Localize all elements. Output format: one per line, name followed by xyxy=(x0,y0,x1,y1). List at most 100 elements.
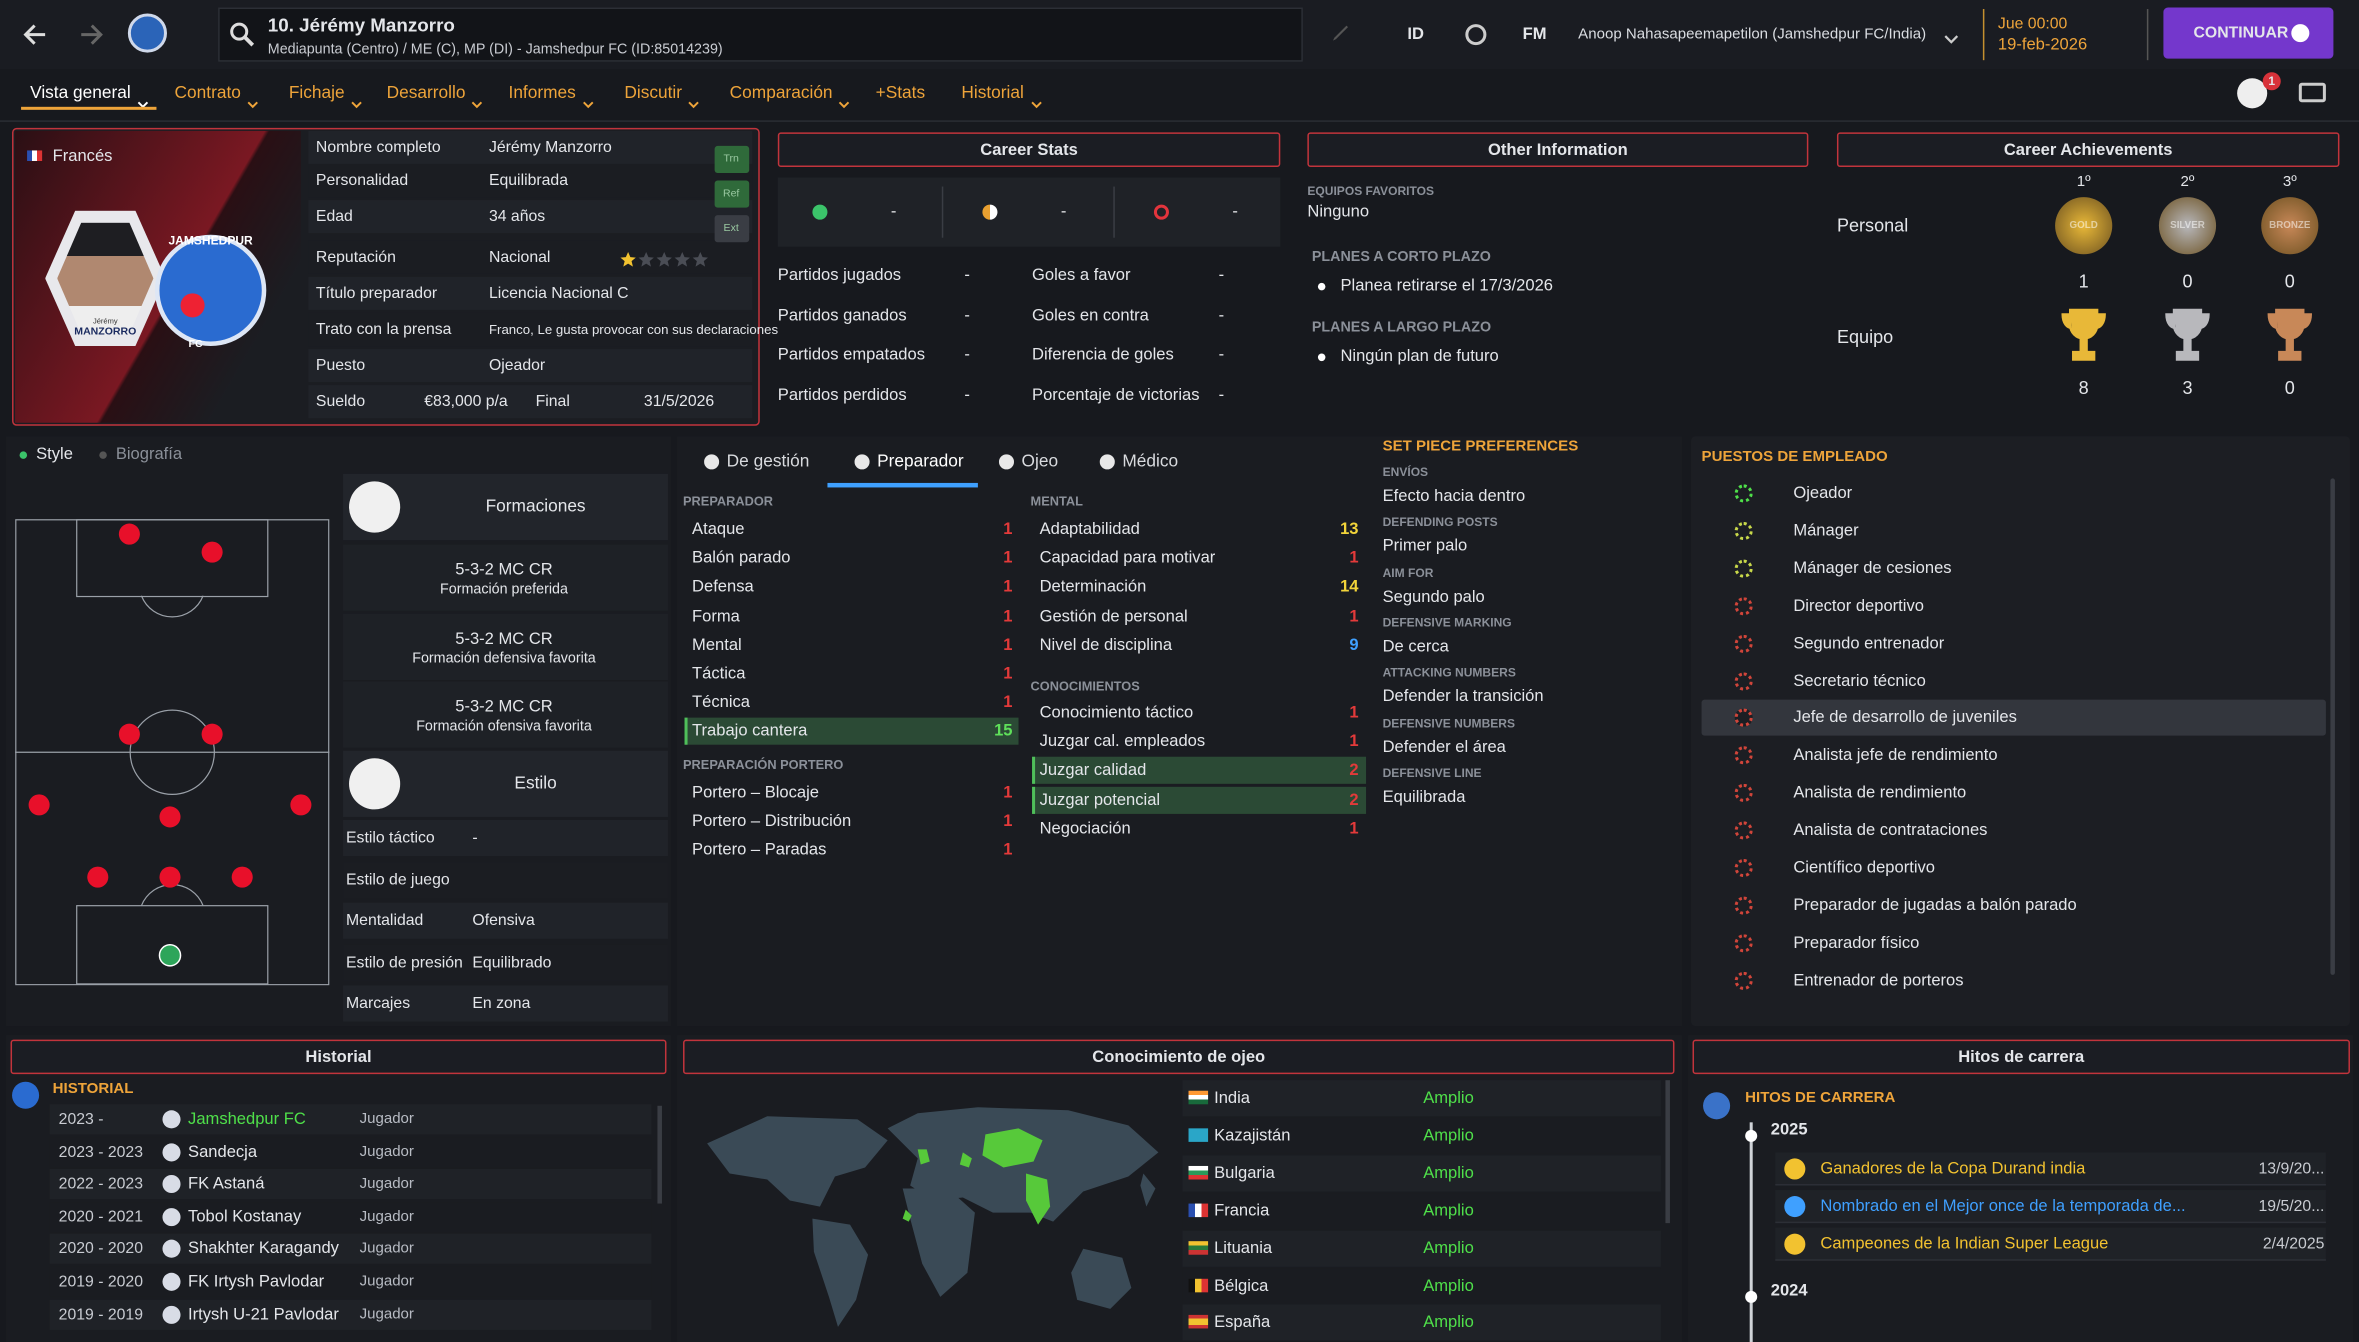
attribute-tab[interactable]: Ojeo xyxy=(1021,452,1059,471)
back-button[interactable] xyxy=(21,21,48,48)
attribute-tab[interactable]: Preparador xyxy=(877,452,964,471)
role-name: Mánager de cesiones xyxy=(1793,559,1952,578)
milestones-link[interactable]: HITOS DE CARRERA xyxy=(1745,1089,1896,1107)
nav-tab[interactable]: Fichaje xyxy=(288,84,345,103)
profile-value: Franco, Le gusta provocar con sus declar… xyxy=(488,321,779,337)
panel-title: Other Information xyxy=(1487,140,1628,159)
attribute-tab[interactable]: Médico xyxy=(1122,452,1179,471)
club-name[interactable]: Sandecja xyxy=(188,1142,258,1161)
history-link[interactable]: HISTORIAL xyxy=(52,1080,134,1098)
forward-button[interactable] xyxy=(78,21,105,48)
formation-label: Formación defensiva favorita xyxy=(412,649,596,667)
nav-tab[interactable]: Historial xyxy=(961,84,1024,103)
profile-label: Reputación xyxy=(315,248,396,267)
notification-dot xyxy=(2262,72,2281,91)
country: España xyxy=(1214,1313,1271,1333)
trophy xyxy=(2061,307,2106,367)
suitability-icon xyxy=(1734,484,1753,503)
nav-tab[interactable]: Comparación xyxy=(729,84,833,103)
tab-icon xyxy=(1099,454,1115,470)
scouting-row xyxy=(1182,1230,1661,1267)
attribute-name: Forma xyxy=(692,607,740,626)
edit-icon xyxy=(1330,23,1351,44)
club-name[interactable]: Irtysh U-21 Pavlodar xyxy=(188,1305,339,1324)
nav-tab[interactable]: Desarrollo xyxy=(386,84,466,103)
history-row xyxy=(49,1266,652,1297)
milestone-row xyxy=(1775,1190,2326,1224)
suitability-icon xyxy=(1734,933,1753,953)
role-name: Preparador físico xyxy=(1793,933,1920,953)
continue-label[interactable]: CONTINUAR xyxy=(2193,24,2289,43)
attribute-tab[interactable]: De gestión xyxy=(726,452,810,471)
set-piece-label: AIM FOR xyxy=(1382,565,1434,580)
manager-name[interactable]: Anoop Nahasapeemapetilon (Jamshedpur FC/… xyxy=(1578,26,1927,43)
tab-icon xyxy=(854,454,870,470)
nav-tab[interactable]: Informes xyxy=(508,84,576,103)
medal-label: GOLD xyxy=(2069,220,2098,231)
knowledge-level: Amplio xyxy=(1423,1276,1474,1295)
staff-name: 10. Jérémy Manzorro xyxy=(267,15,455,37)
attribute-name: Portero – Paradas xyxy=(692,841,827,860)
milestone-text[interactable]: Ganadores de la Copa Durand india xyxy=(1820,1159,2086,1178)
stats-cell: - xyxy=(964,306,970,325)
attribute-name: Gestión de personal xyxy=(1039,607,1188,626)
attribute-value: 1 xyxy=(1349,732,1359,752)
achievement-row-label: Equipo xyxy=(1836,326,1894,348)
club-name[interactable]: FK Irtysh Pavlodar xyxy=(188,1272,325,1291)
bullet xyxy=(1317,282,1325,290)
achievement-count: 8 xyxy=(2078,377,2089,399)
attribute-value: 2 xyxy=(1349,761,1359,780)
trophy xyxy=(2267,307,2312,367)
role-name: Analista de contrataciones xyxy=(1793,821,1988,840)
club-badge xyxy=(162,1240,181,1259)
side-tab[interactable]: Style xyxy=(36,445,73,464)
milestone-year: 2025 xyxy=(1770,1120,1808,1139)
nav-tab[interactable]: Vista general xyxy=(30,84,131,103)
nav-chevron xyxy=(247,90,259,109)
reputation-star xyxy=(674,248,691,267)
nav-tab[interactable]: Discutir xyxy=(624,84,683,103)
nav-tab[interactable]: +Stats xyxy=(875,84,926,103)
badge xyxy=(714,145,750,174)
set-piece-label: DEFENSIVE NUMBERS xyxy=(1382,716,1516,730)
knowledge-level: Amplio xyxy=(1423,1201,1474,1220)
club-name[interactable]: FK Astaná xyxy=(188,1175,265,1194)
set-piece-value: De cerca xyxy=(1382,637,1449,656)
milestone-text[interactable]: Campeones de la Indian Super League xyxy=(1820,1235,2109,1254)
fm-button[interactable]: FM xyxy=(1522,25,1547,44)
flag-icon xyxy=(1188,1090,1209,1105)
side-tab[interactable]: Biografía xyxy=(115,445,183,464)
search-icon xyxy=(229,21,256,48)
id-button[interactable]: ID xyxy=(1407,25,1424,44)
contract-end: 31/5/2026 xyxy=(643,392,715,411)
plan: Ningún plan de futuro xyxy=(1340,347,1499,366)
club-name[interactable]: Shakhter Karagandy xyxy=(188,1240,339,1259)
achievement-count: 0 xyxy=(2182,270,2193,292)
attribute-name: Adaptabilidad xyxy=(1039,520,1140,539)
set-piece-label: DEFENSIVE LINE xyxy=(1382,766,1482,780)
suitability-icon xyxy=(1734,821,1753,840)
stats-summary xyxy=(777,177,1281,247)
stats-cell: - xyxy=(1218,386,1225,405)
nav-tab[interactable]: Contrato xyxy=(174,84,241,103)
salary-label: Sueldo xyxy=(315,392,366,411)
nav-chevron xyxy=(688,90,700,109)
club-name[interactable]: Tobol Kostanay xyxy=(188,1207,302,1226)
profile-row xyxy=(308,349,753,383)
club-badge xyxy=(162,1110,181,1129)
attribute-value: 9 xyxy=(1349,636,1359,655)
scouting-row xyxy=(1182,1117,1661,1154)
formation: 5-3-2 MC CR xyxy=(455,561,553,580)
medal-label: SILVER xyxy=(2170,220,2205,231)
attribute-value: 1 xyxy=(1003,578,1013,597)
medal xyxy=(2261,197,2319,255)
nav-chevron xyxy=(137,90,149,109)
milestone-text[interactable]: Nombrado en el Mejor once de la temporad… xyxy=(1820,1197,2186,1216)
attribute-name: Juzgar cal. empleados xyxy=(1039,732,1206,752)
section-label: PREPARADOR xyxy=(683,493,774,509)
club-name[interactable]: Jamshedpur FC xyxy=(188,1110,306,1129)
world-map xyxy=(692,1098,1173,1336)
attribute-name: Táctica xyxy=(692,664,746,684)
